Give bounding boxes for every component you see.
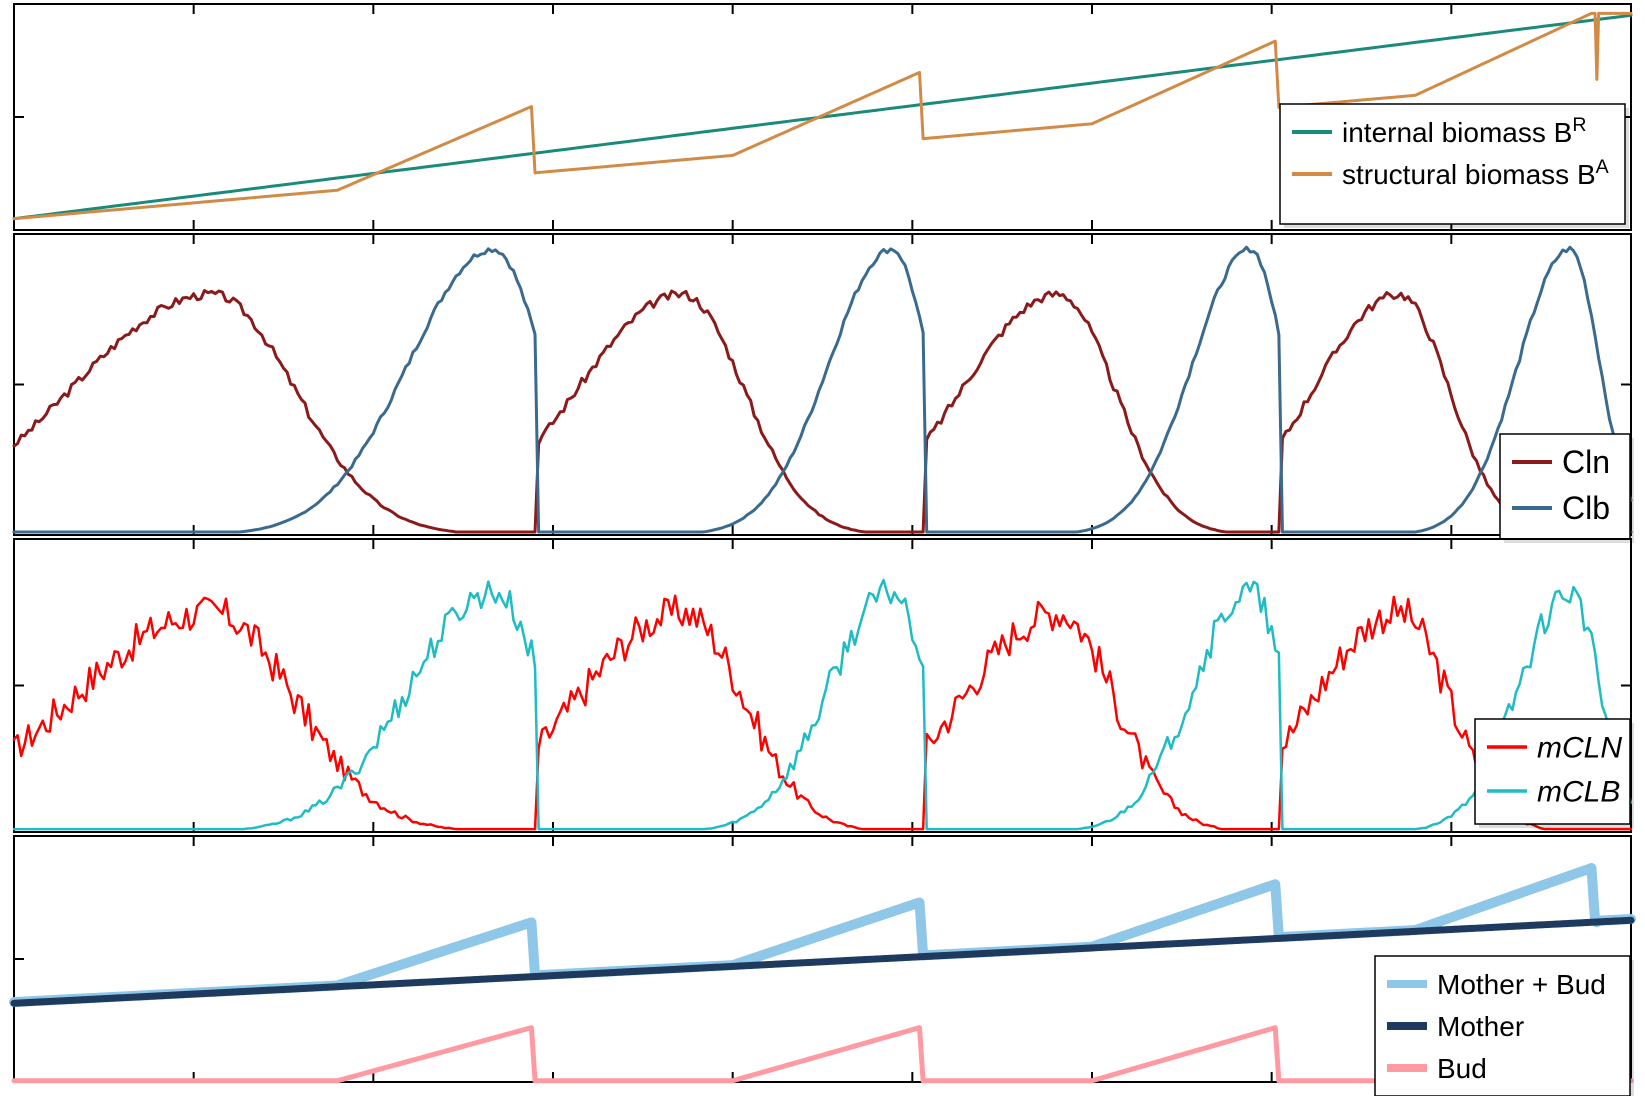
legend-label: Mother + Bud <box>1437 969 1606 1000</box>
legend-label: mCLB <box>1537 776 1620 809</box>
legend-label: internal biomass BR <box>1342 114 1587 148</box>
legend-mrna: mCLN mCLB <box>1475 719 1634 828</box>
legend-cyclins: Cln Clb <box>1500 434 1634 543</box>
legend-label: structural biomass BA <box>1342 156 1610 190</box>
legend-label: mCLN <box>1537 732 1622 765</box>
legend-label: Bud <box>1437 1053 1487 1084</box>
legend-label: Mother <box>1437 1011 1524 1042</box>
legend-label: Clb <box>1562 490 1610 526</box>
legend-size: Mother + Bud Mother Bud <box>1375 956 1634 1096</box>
legend-biomass: internal biomass BR structural biomass BA <box>1280 104 1629 228</box>
chart-container: internal biomass BR structural biomass BA… <box>0 0 1645 1096</box>
legend-label: Cln <box>1562 444 1610 480</box>
